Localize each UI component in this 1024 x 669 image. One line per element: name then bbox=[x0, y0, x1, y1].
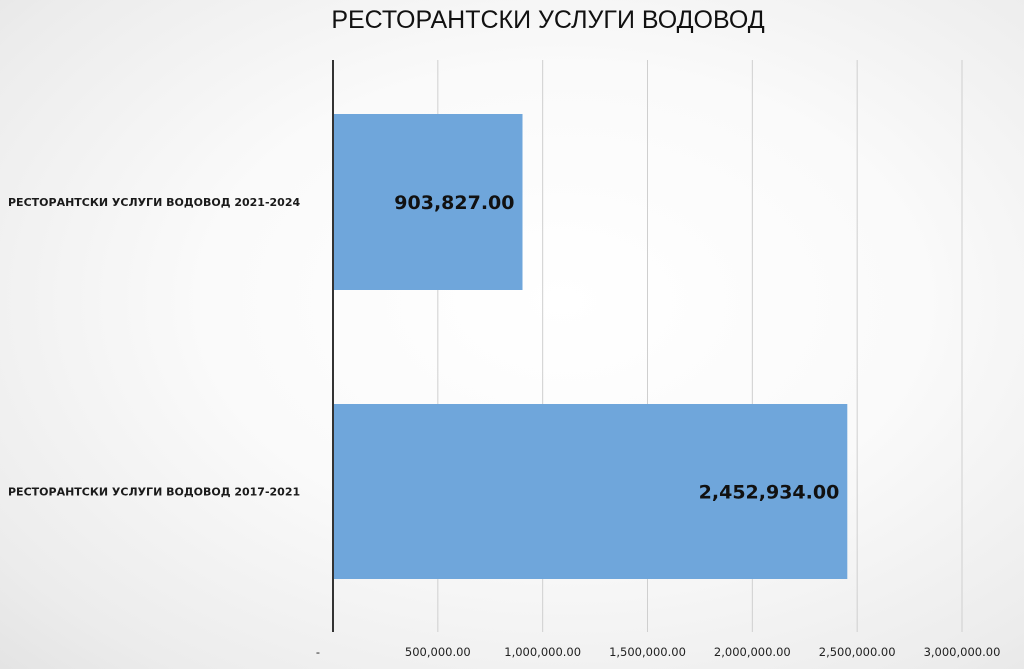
chart-title: РЕСТОРАНТСКИ УСЛУГИ ВОДОВОД bbox=[331, 6, 765, 34]
data-label: 2,452,934.00 bbox=[699, 482, 840, 504]
tick-label: 1,000,000.00 bbox=[504, 645, 581, 659]
category-label: РЕСТОРАНТСКИ УСЛУГИ ВОДОВОД 2021-2024 bbox=[8, 196, 300, 209]
category-label: РЕСТОРАНТСКИ УСЛУГИ ВОДОВОД 2017-2021 bbox=[8, 486, 300, 499]
tick-label: 2,500,000.00 bbox=[819, 645, 896, 659]
bar bbox=[334, 404, 848, 579]
category-labels: РЕСТОРАНТСКИ УСЛУГИ ВОДОВОД 2021-2024 РЕС… bbox=[8, 196, 300, 499]
tick-label: - bbox=[316, 645, 320, 659]
tick-label: 2,000,000.00 bbox=[714, 645, 791, 659]
value-axis-tick-labels: - 500,000.00 1,000,000.00 1,500,000.00 2,000… bbox=[316, 645, 1000, 659]
bars bbox=[334, 114, 848, 579]
tick-label: 500,000.00 bbox=[405, 645, 471, 659]
tick-label: 1,500,000.00 bbox=[609, 645, 686, 659]
tick-label: 3,000,000.00 bbox=[924, 645, 1001, 659]
data-label: 903,827.00 bbox=[394, 192, 514, 214]
bar bbox=[334, 114, 523, 290]
data-labels: 903,827.00 2,452,934.00 bbox=[394, 192, 839, 504]
